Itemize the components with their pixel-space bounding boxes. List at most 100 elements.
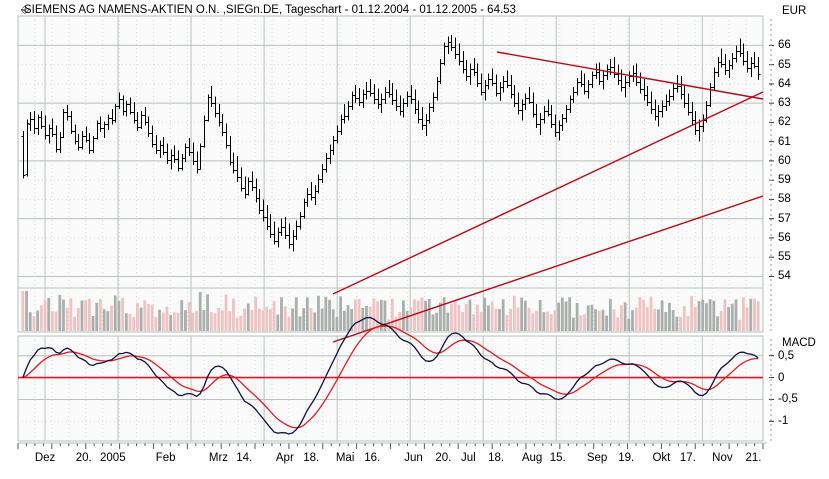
volume-bar <box>671 310 675 331</box>
price-axis-unit: EUR <box>782 5 807 17</box>
volume-bar <box>627 318 631 331</box>
trendline-lower-support <box>332 91 764 295</box>
volume-bar <box>664 311 668 331</box>
volume-bar <box>147 304 150 331</box>
volume-bar <box>616 317 620 331</box>
volume-histogram <box>21 291 760 331</box>
volume-bar <box>756 301 760 331</box>
volume-bar <box>398 312 402 331</box>
volume-bar <box>339 296 343 331</box>
volume-bar <box>132 316 136 331</box>
volume-bar <box>169 314 173 331</box>
volume-bar <box>631 310 634 331</box>
volume-bar <box>457 304 461 331</box>
volume-bar <box>220 310 224 331</box>
volume-bar <box>553 310 557 331</box>
volume-bar <box>620 305 623 331</box>
volume-bar <box>557 302 561 331</box>
volume-bar <box>331 309 335 331</box>
volume-bar <box>501 299 505 331</box>
date-tick-label: Aug <box>521 452 543 464</box>
price-tick-label: 59 <box>778 174 791 187</box>
date-tick-label: Sep <box>586 452 608 464</box>
date-tick-label: 20. <box>435 452 452 464</box>
price-tick-label: 58 <box>778 193 791 206</box>
volume-bar <box>605 315 609 331</box>
date-tick-label: Feb <box>155 452 176 464</box>
volume-bar <box>727 307 730 331</box>
volume-bar <box>516 307 520 331</box>
volume-bar <box>335 317 339 331</box>
volume-bar <box>450 303 453 331</box>
volume-bar <box>464 303 468 331</box>
volume-bar <box>243 308 246 331</box>
volume-bar <box>693 307 697 331</box>
date-tick-label: Okt <box>652 452 671 464</box>
volume-bar <box>276 314 280 331</box>
volume-bar <box>58 294 62 331</box>
volume-bar <box>217 307 221 331</box>
date-tick-label: Jul <box>461 452 476 464</box>
volume-bar <box>76 307 80 331</box>
volume-bar <box>32 316 36 331</box>
volume-bar <box>128 313 132 331</box>
volume-bar <box>690 296 694 331</box>
volume-bar <box>383 300 387 331</box>
volume-bar <box>117 301 121 331</box>
volume-bar <box>505 314 509 331</box>
volume-bar <box>490 301 494 331</box>
volume-bar <box>697 301 701 331</box>
date-tick-label: 21. <box>745 452 762 464</box>
volume-bar <box>195 310 198 331</box>
price-tick-label: 63 <box>778 97 791 110</box>
volume-bar <box>73 316 76 331</box>
volume-bar <box>228 311 232 331</box>
volume-bar <box>472 314 476 331</box>
price-tick-label: 61 <box>778 135 791 148</box>
volume-bar <box>51 311 54 331</box>
volume-bar <box>679 316 682 331</box>
volume-bar <box>402 300 405 331</box>
volume-bar <box>206 294 209 331</box>
price-tick-label: 64 <box>778 77 791 90</box>
volume-bar <box>313 312 317 331</box>
volume-bar <box>287 316 291 331</box>
volume-bar <box>682 305 686 331</box>
volume-bar <box>424 300 428 331</box>
volume-bar <box>590 304 594 331</box>
volume-bar <box>468 299 472 331</box>
volume-bar <box>623 302 627 331</box>
volume-bar <box>28 312 32 331</box>
volume-bar <box>150 304 154 331</box>
volume-bar <box>161 312 165 331</box>
volume-bar <box>390 298 394 331</box>
volume-bar <box>634 307 638 331</box>
volume-bar <box>294 297 298 331</box>
volume-bar <box>261 310 265 331</box>
volume-bar <box>730 303 734 331</box>
volume-bar <box>498 309 501 331</box>
macd-tick-label: -0,5 <box>778 393 798 406</box>
volume-bar <box>461 312 464 331</box>
volume-bar <box>420 297 424 331</box>
volume-bar <box>298 316 302 331</box>
volume-bar <box>36 310 40 331</box>
date-tick-label: 20. <box>75 452 92 464</box>
volume-bar <box>139 307 143 331</box>
date-tick-label: 17. <box>679 452 696 464</box>
volume-bar <box>719 310 723 331</box>
volume-bar <box>660 300 664 331</box>
volume-bar <box>176 312 180 331</box>
volume-bar <box>25 291 28 331</box>
volume-bar <box>586 305 590 331</box>
volume-bar <box>741 297 745 331</box>
volume-bar <box>549 314 553 331</box>
volume-bar <box>568 297 572 331</box>
trendlines[interactable] <box>332 51 764 343</box>
date-tick-label: Mai <box>335 452 355 464</box>
volume-bar <box>427 298 431 331</box>
volume-bar <box>121 297 125 331</box>
volume-bar <box>213 313 217 331</box>
volume-bar <box>246 303 250 331</box>
